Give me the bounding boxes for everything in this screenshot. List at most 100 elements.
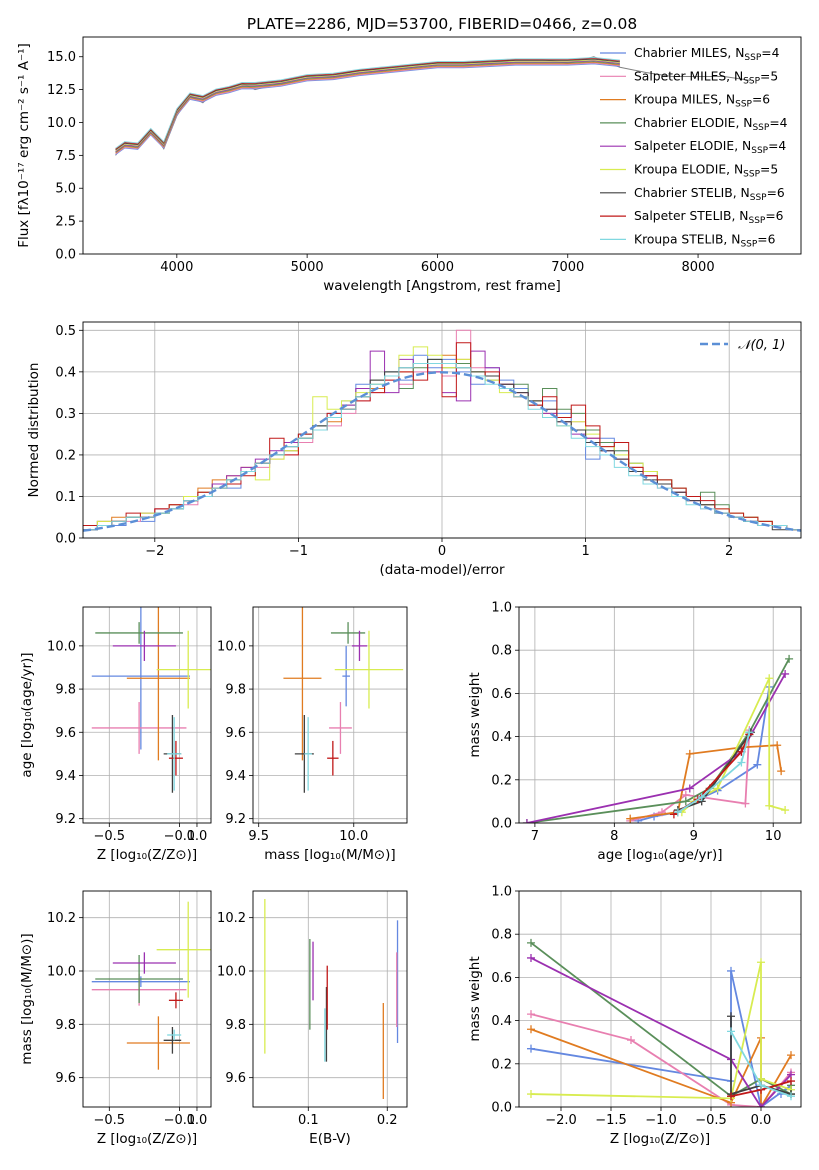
errorbar-point: [112, 952, 176, 974]
y-tick-label: 0.0: [491, 1101, 512, 1116]
weight-series: [630, 744, 783, 820]
legend-entry: 𝒩(0, 1): [738, 338, 785, 353]
mass-vs-z-plot-area: [91, 901, 211, 1070]
errorbar-point: [126, 607, 190, 761]
residuals-plot-area: [83, 329, 801, 538]
weight-marker: [787, 1092, 795, 1101]
weight-marker: [727, 1092, 735, 1101]
legend-sub: SSP: [740, 239, 757, 249]
legend-name: Kroupa STELIB, N: [634, 232, 740, 246]
legend-entry: Chabrier STELIB, NSSP=6: [634, 186, 785, 203]
legend-entry: Salpeter STELIB, NSSP=6: [634, 209, 784, 226]
weight-marker: [737, 758, 746, 767]
weight-series: [526, 658, 790, 823]
weight-marker: [757, 1103, 765, 1107]
errorbar-point: [91, 607, 190, 750]
age-vs-z-panel: −0.5 −0.10.0 9.2 9.4 9.6 9.8 10.0 Z [log₁₀(Z/Z⊙…: [19, 606, 212, 863]
y-tick-label: 9.8: [55, 683, 76, 698]
y-axis-label: age [log₁₀(age/yr)]: [19, 652, 35, 777]
legend-sub: SSP: [735, 100, 752, 110]
legend-entry: Kroupa ELODIE, NSSP=5: [634, 163, 778, 180]
legend-name: Chabrier ELODIE, N: [634, 116, 752, 130]
weight-vs-age-plot-area: [522, 654, 794, 823]
x-tick-label: 10.0: [339, 829, 368, 844]
y-tick-label: 7.5: [55, 149, 76, 164]
y-axis-label: mass [log₁₀(M/M⊙)]: [19, 933, 35, 1064]
mass-vs-ebv-panel: 0.1 0.2 9.6 9.8 10.0 10.2 E(B-V): [217, 890, 408, 1147]
y-tick-label: 0.0: [491, 817, 512, 832]
y-tick-label: 1.0: [491, 885, 512, 900]
axes-frame: [252, 606, 408, 824]
x-tick-label: 8: [610, 829, 618, 844]
y-tick-label: 12.5: [47, 83, 76, 98]
errorbar-point: [168, 740, 183, 776]
weight-vs-age-panel: 7 8 9 10 0.0 0.2 0.4 0.6 0.8 1.0 age [log₁₀(age/yr…: [467, 601, 802, 863]
errorbar-point: [163, 1027, 182, 1054]
legend-name: Chabrier MILES, N: [634, 46, 744, 60]
errorbar-point: [91, 976, 190, 987]
age-vs-z-plot-area: [91, 607, 211, 793]
x-tick-label: 7000: [551, 260, 584, 275]
y-tick-label: 9.8: [55, 1018, 76, 1033]
y-tick-label: 9.6: [225, 726, 246, 741]
y-tick-label: 5.0: [55, 182, 76, 197]
legend-sub: SSP: [743, 76, 760, 86]
y-axis-label: Flux [fλ10⁻¹⁷ erg cm⁻² s⁻¹ A⁻¹]: [16, 43, 32, 248]
y-tick-label: 10.0: [47, 639, 76, 654]
y-tick-label: 9.8: [225, 1018, 246, 1033]
weight-marker: [673, 808, 682, 817]
legend-sub: SSP: [750, 193, 767, 203]
errorbar-point: [283, 607, 322, 761]
x-tick-label: −0.5: [94, 1113, 126, 1128]
x-axis-label: age [log₁₀(age/yr)]: [597, 847, 722, 863]
x-tick-label: −2: [145, 544, 164, 559]
weight-marker: [527, 1010, 535, 1019]
x-axis-label: mass [log₁₀(M/M⊙)]: [264, 847, 395, 863]
weight-series: [526, 673, 786, 823]
weight-marker: [681, 797, 690, 806]
y-tick-label: 0.2: [55, 448, 76, 463]
x-tick-label: 7: [531, 829, 539, 844]
weight-marker: [626, 814, 635, 823]
y-tick-label: 2.5: [55, 215, 76, 230]
y-tick-label: 10.0: [47, 965, 76, 980]
x-tick-label: 1: [581, 544, 589, 559]
x-tick-label: 10: [765, 829, 782, 844]
x-tick-label: −1.5: [595, 1113, 627, 1128]
legend-entry: Salpeter MILES, NSSP=5: [634, 69, 778, 86]
x-tick-label: 0.0: [187, 829, 208, 844]
legend-tail: =4: [768, 139, 786, 153]
errorbar-point: [112, 630, 176, 661]
weight-series: [681, 677, 786, 813]
axes-frame: [518, 890, 802, 1108]
weight-vs-z-panel: −2.0 −1.5 −1.0 −0.5 0.0 0.0 0.2 0.4 0.6 0.8 1.0 Z […: [467, 885, 802, 1147]
errorbar-point: [329, 702, 352, 754]
model-spectrum: [115, 61, 620, 154]
age-vs-mass-panel: 9.5 10.0 9.2 9.4 9.6 9.8 10.0 mass [log₁₀(M/M⊙)…: [217, 606, 408, 863]
legend-name: Chabrier STELIB, N: [634, 186, 750, 200]
y-tick-label: 0.8: [491, 644, 512, 659]
weight-marker: [787, 1077, 795, 1086]
y-tick-label: 10.2: [217, 911, 246, 926]
weight-marker: [757, 958, 765, 967]
legend-tail: =6: [757, 232, 775, 246]
y-tick-label: 9.2: [225, 812, 246, 827]
weight-marker: [787, 1051, 795, 1060]
weight-marker: [757, 1081, 765, 1090]
x-tick-label: −1.0: [645, 1113, 677, 1128]
legend-sub: SSP: [743, 170, 760, 180]
y-tick-label: 0.3: [55, 407, 76, 422]
y-tick-label: 9.2: [55, 812, 76, 827]
weight-marker: [753, 760, 762, 769]
y-tick-label: 9.4: [225, 769, 246, 784]
weight-marker: [777, 767, 786, 776]
errorbar-point: [167, 1029, 182, 1041]
errorbar-point: [91, 702, 187, 754]
mass-vs-ebv-plot-area: [264, 899, 399, 1099]
legend-entry: Chabrier MILES, NSSP=4: [634, 46, 780, 63]
gaussian-curve: [83, 371, 801, 532]
x-tick-label: −0.1: [164, 829, 196, 844]
spectrum-plot-area: [115, 56, 751, 156]
x-tick-label: −2.0: [545, 1113, 577, 1128]
